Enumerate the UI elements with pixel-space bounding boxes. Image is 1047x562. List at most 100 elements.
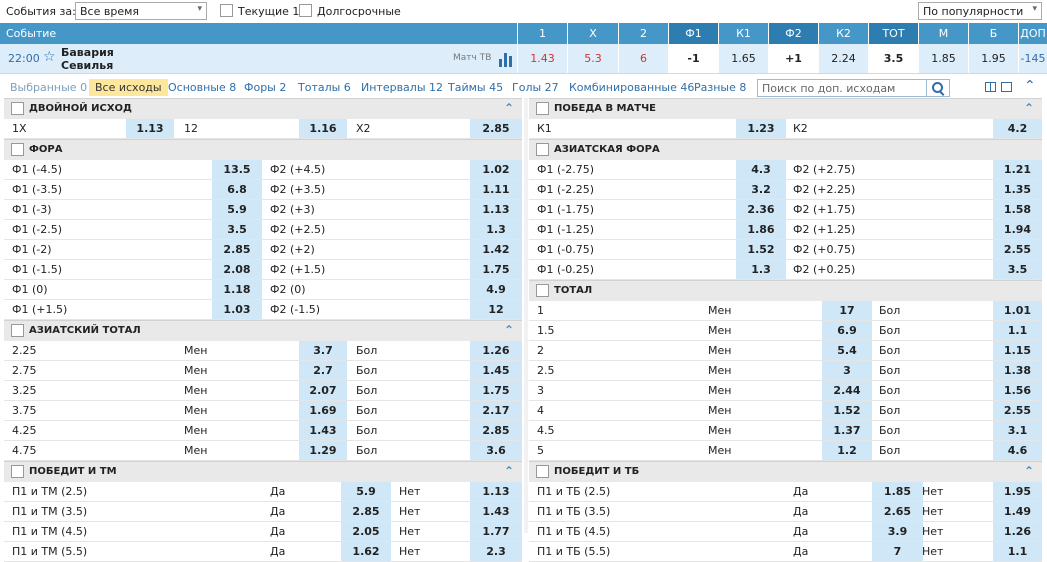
market-header-win[interactable]: ПОБЕДА В МАТЧЕ ⌃ (529, 98, 1042, 119)
tab-combined[interactable]: Комбинированные 46 (569, 81, 695, 94)
odd-cell[interactable]: 3.9 (872, 522, 923, 541)
odd-cell[interactable]: 5.9 (341, 482, 391, 501)
search-input[interactable]: Поиск по доп. исходам (762, 82, 896, 95)
odd-cell[interactable]: 1.37 (822, 421, 872, 440)
col-header-f1[interactable]: Ф1 (668, 23, 718, 44)
market-header-win-over[interactable]: ПОБЕДИТ И ТБ ⌃ (529, 461, 1042, 482)
odd-cell[interactable]: 12 (470, 300, 522, 319)
col-header-extra[interactable]: ДОП (1018, 23, 1047, 44)
col-header-total[interactable]: ТОТ (868, 23, 918, 44)
tab-halves[interactable]: Таймы 45 (448, 81, 504, 94)
odd-cell[interactable]: 1.85 (872, 482, 923, 501)
odd-cell[interactable]: 6.8 (212, 180, 262, 199)
odd-cell[interactable]: 3.2 (736, 180, 786, 199)
star-icon[interactable]: ☆ (43, 49, 56, 65)
odd-cell[interactable]: 1.77 (470, 522, 522, 541)
one-column-view-icon[interactable] (1001, 82, 1012, 92)
odd-cell[interactable]: 2.3 (470, 542, 522, 561)
odd-cell[interactable]: 1.13 (126, 119, 174, 138)
odd-cell[interactable]: 3.6 (470, 441, 522, 460)
odd-cell[interactable]: 1.43 (299, 421, 347, 440)
odd-cell[interactable]: 1.42 (470, 240, 522, 259)
collapse-all-icon[interactable]: ⌃ (1024, 78, 1036, 94)
odd-cell[interactable]: 3.5 (212, 220, 262, 239)
odd-cell[interactable]: 2.7 (299, 361, 347, 380)
market-checkbox[interactable] (536, 143, 549, 156)
longterm-checkbox[interactable] (299, 4, 312, 17)
odd-cell[interactable]: 2.05 (341, 522, 391, 541)
odd-cell[interactable]: 1.38 (993, 361, 1042, 380)
market-header-total[interactable]: ТОТАЛ (529, 280, 1042, 301)
odd-cell[interactable]: 2.85 (341, 502, 391, 521)
odd-cell[interactable]: 5.9 (212, 200, 262, 219)
tab-handicaps[interactable]: Форы 2 (244, 81, 287, 94)
col-header-over[interactable]: Б (968, 23, 1018, 44)
odd-cell[interactable]: 13.5 (212, 160, 262, 179)
tab-intervals[interactable]: Интервалы 12 (361, 81, 444, 94)
odd-cell[interactable]: 2.08 (212, 260, 262, 279)
odd-cell[interactable]: 1.49 (993, 502, 1042, 521)
odd-cell[interactable]: 6.9 (822, 321, 872, 340)
odd-cell[interactable]: 1.75 (470, 381, 522, 400)
odd-cell[interactable]: 4.6 (993, 441, 1042, 460)
odd-1[interactable]: 1.43 (517, 44, 567, 73)
odd-under[interactable]: 1.85 (918, 44, 968, 73)
sort-select[interactable]: По популярности ▾ (918, 2, 1042, 20)
extra-outcomes[interactable]: -145 (1018, 44, 1047, 73)
team1-name[interactable]: Бавария (61, 46, 114, 59)
market-checkbox[interactable] (536, 102, 549, 115)
odd-cell[interactable]: 1.1 (993, 321, 1042, 340)
odd-cell[interactable]: 1.18 (212, 280, 262, 299)
odd-cell[interactable]: 1.03 (212, 300, 262, 319)
market-checkbox[interactable] (11, 102, 24, 115)
chevron-up-icon[interactable]: ⌃ (1023, 101, 1034, 115)
odd-cell[interactable]: 3.7 (299, 341, 347, 360)
stats-icon[interactable] (499, 51, 515, 67)
odd-cell[interactable]: 1.43 (470, 502, 522, 521)
odd-cell[interactable]: 2.55 (993, 240, 1042, 259)
odd-cell[interactable]: 1.11 (470, 180, 522, 199)
odd-cell[interactable]: 4.3 (736, 160, 786, 179)
odd-cell[interactable]: 1.52 (736, 240, 786, 259)
market-header-asian-total[interactable]: АЗИАТСКИЙ ТОТАЛ ⌃ (4, 320, 522, 341)
odd-cell[interactable]: 1.94 (993, 220, 1042, 239)
odd-cell[interactable]: 1.45 (470, 361, 522, 380)
tab-main[interactable]: Основные 8 (168, 81, 237, 94)
odd-cell[interactable]: 1.01 (993, 301, 1042, 320)
odd-cell[interactable]: 2.85 (470, 119, 522, 138)
market-header-double[interactable]: ДВОЙНОЙ ИСХОД ⌃ (4, 98, 522, 119)
odd-cell[interactable]: 1.26 (993, 522, 1042, 541)
tab-all-outcomes[interactable]: Все исходы (89, 79, 168, 96)
tab-goals[interactable]: Голы 27 (512, 81, 559, 94)
col-header-2[interactable]: 2 (618, 23, 668, 44)
outcome-search[interactable]: Поиск по доп. исходам (757, 79, 950, 97)
odd-cell[interactable]: 1.62 (341, 542, 391, 561)
odd-k2[interactable]: 2.24 (818, 44, 868, 73)
market-header-asian-fora[interactable]: АЗИАТСКАЯ ФОРА (529, 139, 1042, 160)
odd-cell[interactable]: 1.3 (736, 260, 786, 279)
col-header-1[interactable]: 1 (517, 23, 567, 44)
search-icon[interactable] (926, 80, 949, 96)
odd-cell[interactable]: 3.1 (993, 421, 1042, 440)
odd-cell[interactable]: 1.86 (736, 220, 786, 239)
odd-x[interactable]: 5.3 (567, 44, 618, 73)
odd-cell[interactable]: 1.52 (822, 401, 872, 420)
tab-totals[interactable]: Тоталы 6 (298, 81, 351, 94)
odd-cell[interactable]: 3.5 (993, 260, 1042, 279)
chevron-up-icon[interactable]: ⌃ (503, 464, 514, 478)
odd-cell[interactable]: 2.85 (470, 421, 522, 440)
odd-cell[interactable]: 1.3 (470, 220, 522, 239)
market-header-fora[interactable]: ФОРА (4, 139, 522, 160)
odd-cell[interactable]: 2.36 (736, 200, 786, 219)
odd-cell[interactable]: 1.15 (993, 341, 1042, 360)
odd-cell[interactable]: 2.07 (299, 381, 347, 400)
period-select[interactable]: Все время ▾ (75, 2, 207, 20)
chevron-up-icon[interactable]: ⌃ (503, 323, 514, 337)
odd-cell[interactable]: 1.02 (470, 160, 522, 179)
tab-misc[interactable]: Разные 8 (694, 81, 747, 94)
odd-cell[interactable]: 17 (822, 301, 872, 320)
odd-cell[interactable]: 1.56 (993, 381, 1042, 400)
odd-over[interactable]: 1.95 (968, 44, 1018, 73)
col-header-k1[interactable]: К1 (718, 23, 768, 44)
chevron-up-icon[interactable]: ⌃ (503, 101, 514, 115)
